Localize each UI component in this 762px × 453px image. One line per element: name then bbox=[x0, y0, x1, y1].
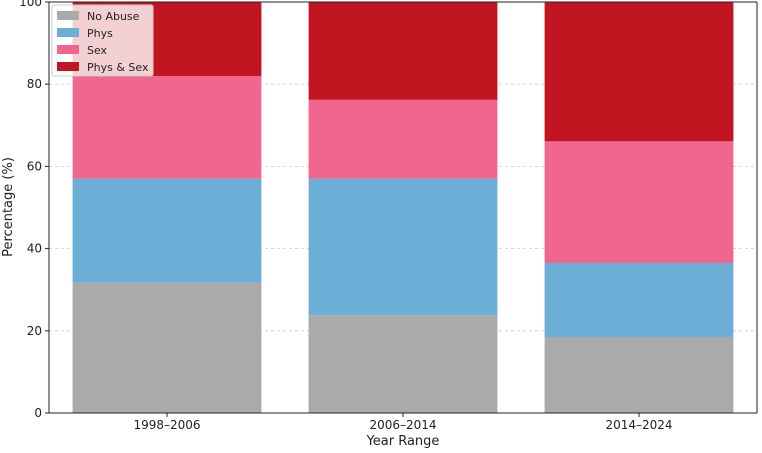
y-tick-label: 40 bbox=[27, 242, 42, 256]
bar-segment-phys-3 bbox=[544, 262, 734, 337]
legend-swatch bbox=[57, 62, 79, 71]
bar-segment-sex-2 bbox=[308, 99, 498, 179]
y-tick-label: 60 bbox=[27, 159, 42, 173]
legend-swatch bbox=[57, 45, 79, 54]
bar-segment-phys-sex-2 bbox=[308, 2, 498, 100]
y-axis-title: Percentage (%) bbox=[1, 157, 16, 257]
bars bbox=[72, 2, 734, 413]
bar-segment-sex-3 bbox=[544, 141, 734, 263]
y-tick-label: 0 bbox=[34, 406, 42, 420]
bar-segment-phys-1 bbox=[72, 178, 262, 283]
legend-label: No Abuse bbox=[87, 10, 140, 23]
y-tick-label: 20 bbox=[27, 324, 42, 338]
bar-segment-phys-sex-3 bbox=[544, 2, 734, 142]
bar-segment-no-abuse-2 bbox=[308, 315, 498, 413]
bar-segment-phys-2 bbox=[308, 178, 498, 316]
legend-label: Phys & Sex bbox=[87, 61, 149, 74]
tick-labels: 0 20 40 60 80 100 1998–2006 2006–2014 2014–2024 bbox=[19, 0, 672, 432]
legend-label: Sex bbox=[87, 44, 108, 57]
x-axis-title: Year Range bbox=[366, 434, 440, 449]
x-tick-label: 2006–2014 bbox=[369, 418, 436, 432]
y-tick-label: 80 bbox=[27, 77, 42, 91]
legend-swatch bbox=[57, 11, 79, 20]
x-tick-label: 1998–2006 bbox=[133, 418, 200, 432]
y-tick-label: 100 bbox=[19, 0, 42, 9]
legend-swatch bbox=[57, 28, 79, 37]
bar-segment-no-abuse-3 bbox=[544, 336, 734, 413]
legend-box bbox=[51, 4, 154, 77]
bar-segment-sex-1 bbox=[72, 75, 262, 179]
x-tick-label: 2014–2024 bbox=[605, 418, 672, 432]
bar-segment-no-abuse-1 bbox=[72, 282, 262, 413]
legend-label: Phys bbox=[87, 27, 113, 40]
legend: No Abuse Phys Sex Phys & Sex bbox=[51, 4, 154, 77]
